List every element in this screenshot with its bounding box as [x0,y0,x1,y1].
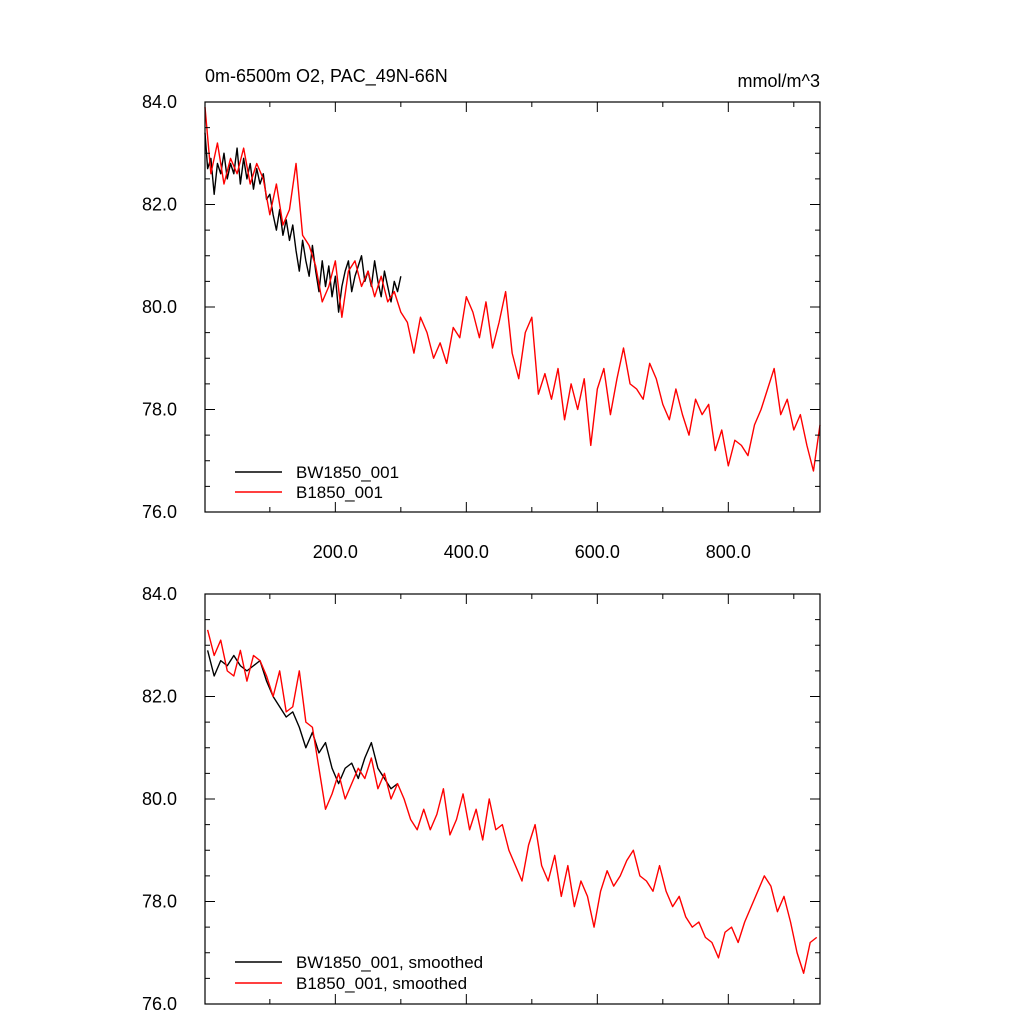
bottom-ticks [205,593,820,1005]
bottom-panel: 76.0 78.0 80.0 82.0 84.0 BW1850_001, smoothe… [142,584,821,1014]
y-tick-label: 78.0 [142,892,177,912]
y-tick-label: 78.0 [142,400,177,420]
legend-label-bw1850: BW1850_001 [296,463,399,482]
units-label: mmol/m^3 [738,71,820,91]
y-tick-label: 76.0 [142,502,177,522]
bottom-tick-labels: 76.0 78.0 80.0 82.0 84.0 [142,584,177,1014]
x-tick-label: 600.0 [575,542,620,562]
top-plot-frame [204,101,821,513]
y-tick-label: 84.0 [142,584,177,604]
x-tick-label: 200.0 [313,542,358,562]
series-line-0-1 [204,107,821,472]
bottom-series-group [206,629,818,974]
y-tick-label: 82.0 [142,195,177,215]
x-tick-label: 400.0 [444,542,489,562]
legend-label-b1850: B1850_001 [296,483,383,502]
top-ticks [205,101,820,513]
legend-label-b1850-smoothed: B1850_001, smoothed [296,974,467,993]
y-tick-label: 80.0 [142,789,177,809]
top-series-group [204,107,821,472]
top-tick-labels: 76.0 78.0 80.0 82.0 84.0 200.0 400.0 600.0 800.0 [142,92,751,562]
series-line-1-1 [206,629,818,974]
top-panel: 0m-6500m O2, PAC_49N-66N mmol/m^3 76.0 78… [142,66,821,562]
legend-label-bw1850-smoothed: BW1850_001, smoothed [296,953,483,972]
bottom-legend: BW1850_001, smoothed B1850_001, smoothed [235,953,483,993]
chart-title: 0m-6500m O2, PAC_49N-66N [205,66,448,87]
y-tick-label: 80.0 [142,297,177,317]
series-line-1-0 [206,650,398,790]
y-tick-label: 82.0 [142,687,177,707]
top-legend: BW1850_001 B1850_001 [235,463,399,502]
y-tick-label: 84.0 [142,92,177,112]
bottom-plot-frame [204,593,821,1005]
x-tick-label: 800.0 [706,542,751,562]
y-tick-label: 76.0 [142,994,177,1014]
